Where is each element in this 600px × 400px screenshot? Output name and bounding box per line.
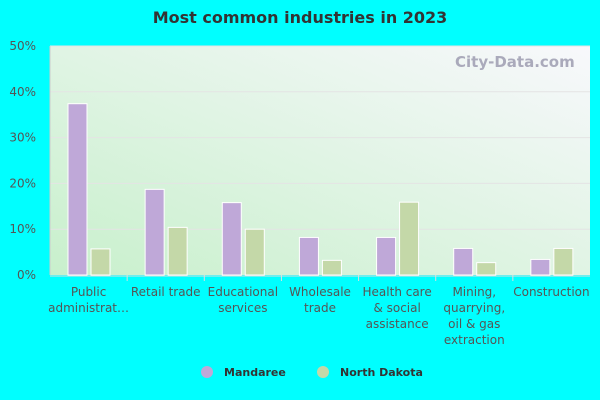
x-tick-label: assistance <box>366 317 429 331</box>
bar-north-dakota[interactable] <box>167 226 188 276</box>
y-tick-label: 0% <box>17 268 36 282</box>
legend-swatch <box>317 366 329 378</box>
y-tick-label: 40% <box>9 85 36 99</box>
bar-mandaree[interactable] <box>530 258 551 276</box>
x-tick-label: services <box>218 301 267 315</box>
bar-mandaree[interactable] <box>144 188 165 276</box>
y-tick-label: 30% <box>9 131 36 145</box>
x-tick-label: Educational <box>208 285 278 299</box>
bar-north-dakota[interactable] <box>90 248 111 276</box>
y-tick-label: 10% <box>9 222 36 236</box>
x-tick-label: trade <box>304 301 336 315</box>
bar-north-dakota[interactable] <box>321 259 342 276</box>
x-tick-label: Retail trade <box>131 285 201 299</box>
legend-label: North Dakota <box>340 366 423 379</box>
x-tick-label: extraction <box>444 333 505 347</box>
x-tick-label: Construction <box>513 285 589 299</box>
x-tick-label: & social <box>373 301 420 315</box>
x-tick-label: Public <box>71 285 107 299</box>
bar-north-dakota[interactable] <box>476 262 497 276</box>
y-tick-label: 50% <box>9 39 36 53</box>
x-tick-label: Wholesale <box>289 285 351 299</box>
bar-mandaree[interactable] <box>221 202 242 276</box>
bar-mandaree[interactable] <box>67 103 88 276</box>
x-tick-label: administrat… <box>48 301 129 315</box>
bar-mandaree[interactable] <box>376 236 397 276</box>
y-tick-label: 20% <box>9 176 36 190</box>
x-tick-label: quarrying, <box>443 301 505 315</box>
legend-swatch <box>201 366 213 378</box>
watermark: City-Data.com <box>455 53 575 71</box>
bar-north-dakota[interactable] <box>553 247 574 276</box>
x-tick-label: Health care <box>363 285 432 299</box>
plot-area <box>50 46 590 275</box>
x-tick-label: oil & gas <box>448 317 500 331</box>
x-tick-label: Mining, <box>452 285 496 299</box>
chart-title: Most common industries in 2023 <box>152 8 448 27</box>
bar-mandaree[interactable] <box>453 247 474 276</box>
bar-mandaree[interactable] <box>298 236 319 276</box>
bar-north-dakota[interactable] <box>399 201 420 276</box>
bar-north-dakota[interactable] <box>244 228 265 276</box>
legend-label: Mandaree <box>224 366 286 379</box>
